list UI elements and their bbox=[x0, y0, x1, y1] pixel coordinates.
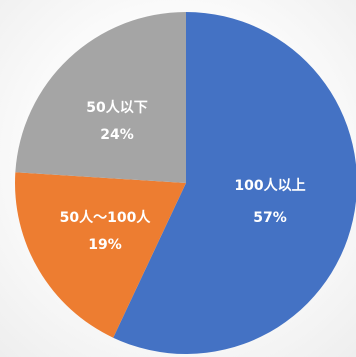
pie-labels: 100人以上 57% 50人～100人 19% 50人以下 24% bbox=[60, 99, 306, 253]
slice-value-label: 19% bbox=[88, 237, 122, 253]
slice-category-label: 50人以下 bbox=[86, 99, 147, 116]
slice-category-label: 100人以上 bbox=[234, 177, 305, 194]
pie-slice-2 bbox=[15, 12, 187, 183]
pie-slice-1 bbox=[15, 172, 186, 338]
pie-slices bbox=[15, 12, 356, 354]
slice-value-label: 24% bbox=[100, 127, 134, 143]
pie-slice-0 bbox=[113, 12, 356, 354]
slice-category-label: 50人～100人 bbox=[60, 209, 152, 226]
slice-value-label: 57% bbox=[253, 210, 287, 226]
